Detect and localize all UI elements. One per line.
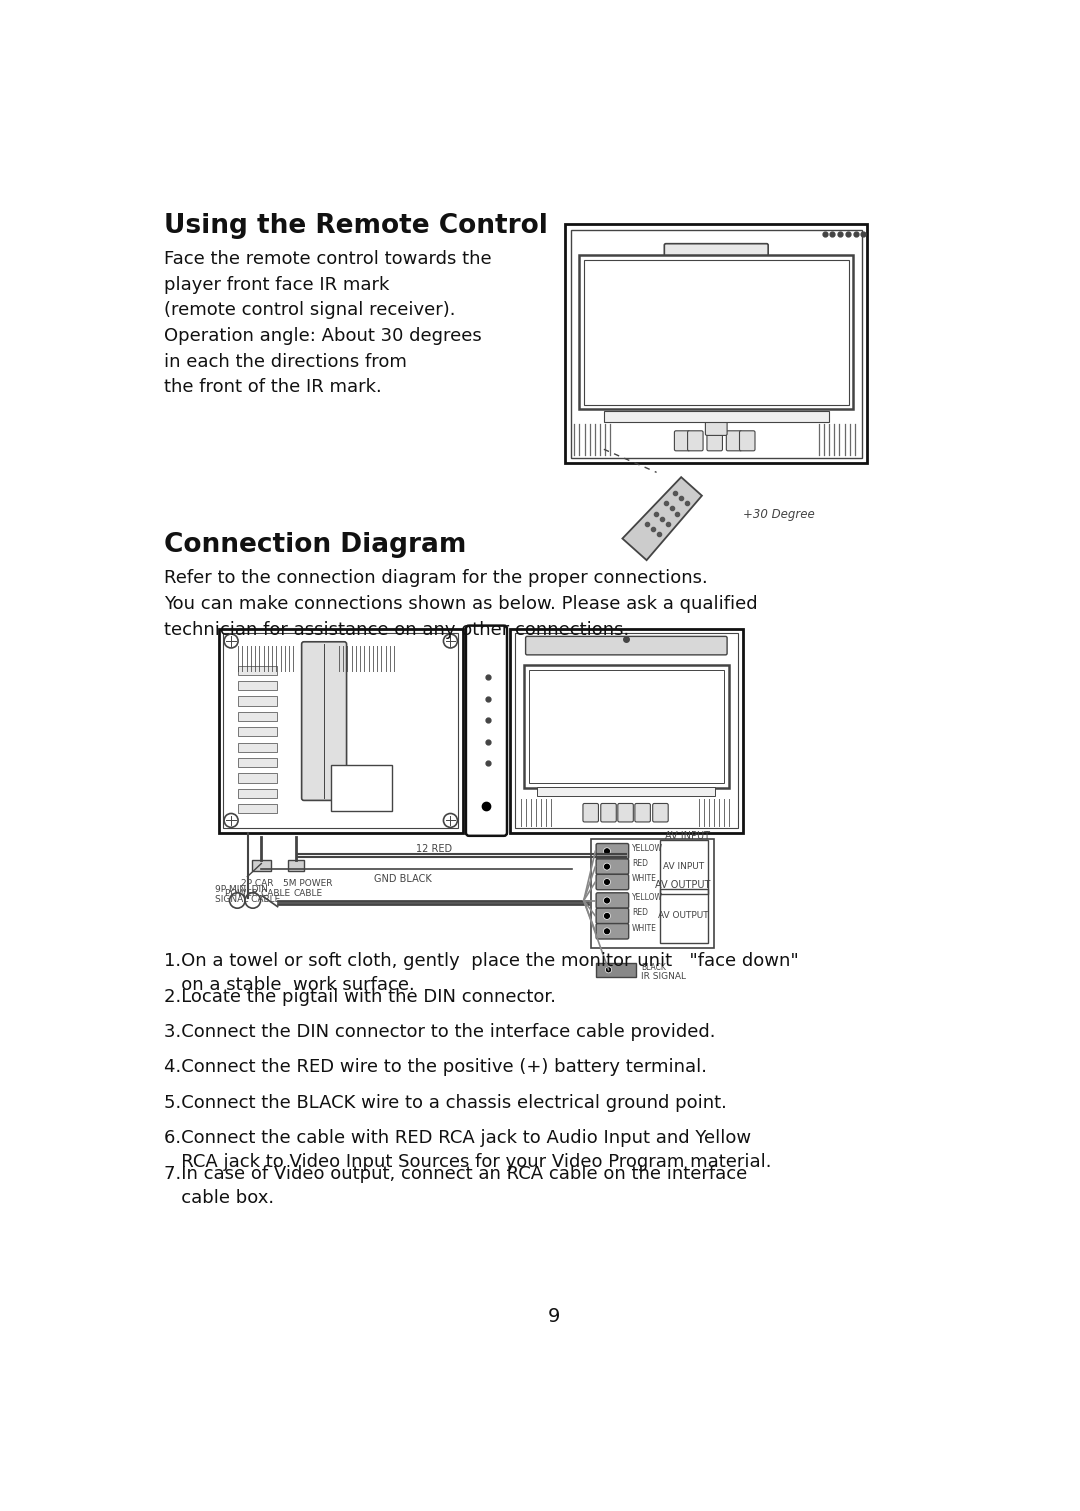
FancyBboxPatch shape [524,665,729,789]
Text: 7.In case of Video output, connect an RCA cable on the interface
   cable box.: 7.In case of Video output, connect an RC… [164,1165,747,1207]
FancyBboxPatch shape [238,789,276,798]
FancyBboxPatch shape [288,860,303,872]
FancyBboxPatch shape [596,858,629,875]
FancyBboxPatch shape [600,804,617,822]
FancyBboxPatch shape [238,712,276,721]
FancyBboxPatch shape [238,697,276,706]
Text: 6.Connect the cable with RED RCA jack to Audio Input and Yellow
   RCA jack to V: 6.Connect the cable with RED RCA jack to… [164,1129,772,1171]
Text: Using the Remote Control: Using the Remote Control [164,213,549,239]
Circle shape [604,848,610,855]
Text: GND BLACK: GND BLACK [374,873,431,884]
FancyBboxPatch shape [526,636,727,654]
Text: AV INPUT: AV INPUT [663,863,704,872]
Circle shape [245,893,260,908]
Text: Face the remote control towards the
player front face IR mark
(remote control si: Face the remote control towards the play… [164,249,492,396]
Text: 9P MINI DIN
SIGNAL CABLE: 9P MINI DIN SIGNAL CABLE [215,885,280,905]
Text: RED: RED [632,860,648,867]
FancyBboxPatch shape [707,431,723,450]
FancyBboxPatch shape [583,260,849,405]
FancyBboxPatch shape [596,843,629,858]
Circle shape [230,893,245,908]
FancyBboxPatch shape [238,774,276,783]
Circle shape [604,928,610,935]
FancyBboxPatch shape [238,681,276,691]
FancyBboxPatch shape [510,629,743,833]
Text: 9: 9 [548,1307,559,1325]
Circle shape [604,898,610,904]
FancyBboxPatch shape [465,626,507,836]
FancyBboxPatch shape [596,963,636,976]
FancyBboxPatch shape [218,629,463,833]
Text: +30 Degree: +30 Degree [743,508,815,521]
FancyBboxPatch shape [635,804,650,822]
FancyBboxPatch shape [596,908,629,923]
FancyBboxPatch shape [332,765,392,811]
Text: WHITE: WHITE [632,875,657,884]
Circle shape [444,635,458,648]
FancyBboxPatch shape [604,411,828,422]
Circle shape [604,863,610,870]
Text: 5.Connect the BLACK wire to a chassis electrical ground point.: 5.Connect the BLACK wire to a chassis el… [164,1094,727,1112]
Circle shape [225,635,238,648]
FancyBboxPatch shape [596,875,629,890]
Text: Refer to the connection diagram for the proper connections.
You can make connect: Refer to the connection diagram for the … [164,570,758,639]
FancyBboxPatch shape [652,804,669,822]
FancyBboxPatch shape [705,419,727,435]
FancyBboxPatch shape [238,742,276,752]
FancyBboxPatch shape [238,666,276,675]
FancyBboxPatch shape [727,431,742,450]
Text: Connection Diagram: Connection Diagram [164,532,467,559]
FancyBboxPatch shape [674,431,690,450]
Text: 2.Locate the pigtail with the DIN connector.: 2.Locate the pigtail with the DIN connec… [164,988,556,1005]
Text: 12 RED: 12 RED [416,845,453,854]
Text: 4.Connect the RED wire to the positive (+) battery terminal.: 4.Connect the RED wire to the positive (… [164,1058,707,1076]
Text: IR SIGNAL: IR SIGNAL [642,972,686,981]
FancyBboxPatch shape [592,839,714,949]
FancyBboxPatch shape [252,860,271,872]
FancyBboxPatch shape [583,804,598,822]
FancyBboxPatch shape [618,804,633,822]
FancyBboxPatch shape [529,669,724,784]
Circle shape [604,913,610,919]
FancyBboxPatch shape [537,787,715,796]
FancyBboxPatch shape [238,727,276,736]
Circle shape [604,878,610,885]
Text: 1.On a towel or soft cloth, gently  place the monitor unit   "face down"
   on a: 1.On a towel or soft cloth, gently place… [164,952,799,994]
Text: 5M POWER
CABLE: 5M POWER CABLE [283,879,333,899]
Text: AV INPUT: AV INPUT [665,831,710,840]
Circle shape [606,967,611,973]
Text: YELLOW: YELLOW [632,843,663,852]
Text: 3.Connect the DIN connector to the interface cable provided.: 3.Connect the DIN connector to the inter… [164,1023,716,1041]
Text: AV OUTPUT: AV OUTPUT [659,911,708,920]
FancyBboxPatch shape [596,923,629,938]
FancyBboxPatch shape [565,225,867,464]
FancyBboxPatch shape [596,893,629,908]
FancyBboxPatch shape [238,759,276,768]
Circle shape [225,813,238,828]
Text: WHITE: WHITE [632,923,657,932]
FancyBboxPatch shape [688,431,703,450]
Text: 2P CAR
POWER CABLE: 2P CAR POWER CABLE [225,879,291,899]
Text: RED: RED [632,908,648,917]
Circle shape [444,813,458,828]
FancyBboxPatch shape [238,804,276,813]
Polygon shape [622,477,702,561]
FancyBboxPatch shape [664,243,768,260]
FancyBboxPatch shape [579,255,853,409]
FancyBboxPatch shape [301,642,347,801]
Text: YELLOW: YELLOW [632,893,663,902]
Text: AV OUTPUT: AV OUTPUT [654,879,710,890]
Text: BLACK: BLACK [642,963,666,972]
FancyBboxPatch shape [740,431,755,450]
